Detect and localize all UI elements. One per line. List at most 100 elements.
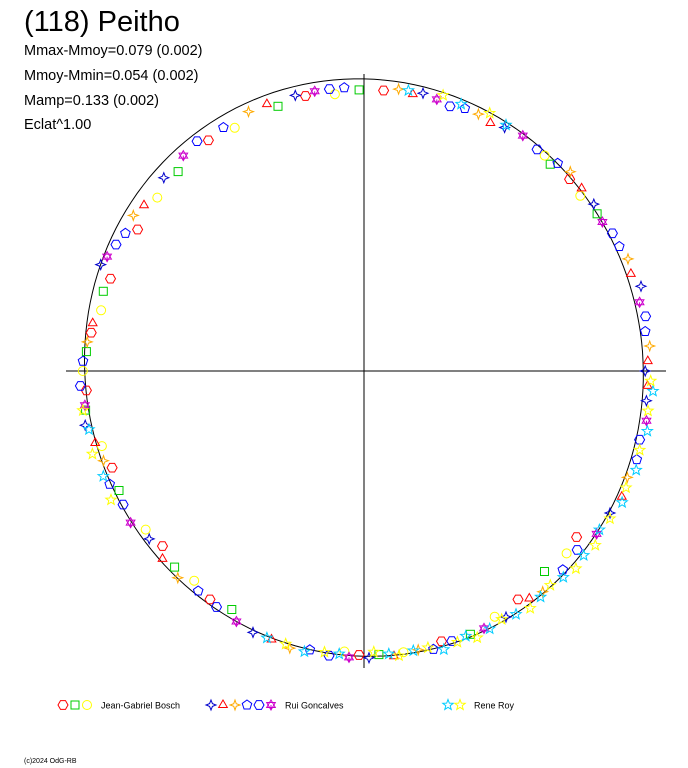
legend-marker-3 [453, 698, 467, 711]
data-point-series-3 [459, 629, 473, 642]
data-point-series-1 [202, 135, 214, 146]
data-point-series-1 [299, 91, 312, 101]
data-point-series-2 [246, 626, 260, 639]
legend-marker-1 [82, 700, 92, 710]
data-point-series-3 [592, 522, 606, 536]
data-point-series-3 [629, 463, 643, 476]
data-point-series-2 [642, 355, 653, 365]
data-point-series-3 [495, 612, 509, 626]
data-point-series-3 [483, 106, 497, 119]
data-point-series-2 [87, 317, 98, 327]
data-point-series-1 [512, 594, 524, 605]
copyright-text: (c)2024 OdG-RB [24, 758, 77, 765]
data-point-series-2 [499, 610, 513, 624]
data-point-series-3 [509, 607, 523, 620]
data-point-series-3 [406, 643, 420, 657]
plot-axes [66, 74, 666, 668]
data-point-series-3 [619, 480, 633, 494]
data-point-series-1 [104, 273, 117, 284]
stat-mmax-mmoy: Mmax-Mmoy=0.079 (0.002) [24, 43, 203, 59]
legend-marker-2 [253, 700, 265, 710]
data-point-series-3 [382, 646, 396, 660]
data-point-series-2 [411, 643, 425, 657]
data-point-series-2 [120, 227, 131, 238]
data-point-series-2 [634, 279, 648, 293]
data-point-series-1 [329, 89, 340, 100]
data-point-series-2 [640, 311, 652, 322]
data-point-series-1 [81, 347, 91, 357]
data-point-series-2 [191, 136, 203, 147]
data-point-series-1 [98, 286, 108, 296]
data-point-series-1 [378, 85, 390, 96]
data-point-series-2 [323, 84, 335, 94]
data-point-series-1 [132, 224, 144, 235]
data-point-series-1 [353, 650, 365, 660]
data-point-series-2 [210, 602, 223, 612]
data-point-series-3 [297, 644, 311, 658]
data-point-series-1 [564, 174, 576, 185]
data-point-series-2 [178, 149, 189, 162]
data-point-series-1 [273, 101, 283, 111]
data-point-series-1 [398, 647, 409, 658]
data-point-series-3 [96, 469, 110, 482]
data-point-series-1 [592, 209, 602, 219]
data-point-series-2 [362, 651, 376, 665]
data-point-series-3 [367, 645, 381, 658]
data-point-series-2 [74, 381, 86, 391]
data-point-series-2 [638, 364, 652, 378]
data-point-series-1 [156, 541, 169, 551]
data-point-series-2 [101, 250, 113, 263]
data-point-series-1 [227, 605, 237, 614]
data-point-series-1 [96, 305, 107, 316]
legend-marker-1 [70, 700, 80, 710]
data-point-series-1 [85, 327, 97, 338]
data-point-series-3 [640, 424, 654, 437]
data-point-series-2 [620, 470, 634, 484]
data-point-series-2 [631, 453, 643, 465]
data-point-series-2 [428, 643, 439, 654]
data-point-series-3 [556, 570, 570, 583]
data-point-series-3 [279, 637, 293, 650]
data-point-series-1 [489, 611, 500, 622]
data-point-series-2 [138, 199, 150, 209]
data-point-series-3 [104, 492, 118, 506]
data-point-series-3 [633, 443, 647, 456]
data-point-series-2 [643, 339, 657, 353]
data-point-series-1 [96, 441, 107, 452]
data-point-series-3 [523, 601, 537, 614]
data-point-series-2 [642, 379, 653, 389]
data-point-series-2 [343, 651, 355, 664]
data-point-series-2 [531, 144, 543, 155]
data-point-series-1 [354, 85, 364, 95]
data-point-series-2 [309, 85, 320, 98]
data-point-series-3 [450, 635, 464, 648]
data-point-series-3 [332, 646, 346, 660]
data-point-series-3 [436, 88, 450, 101]
page-title: (118) Peitho [24, 6, 180, 38]
data-point-series-2 [110, 239, 122, 250]
data-point-series-3 [470, 630, 484, 644]
data-point-series-3 [577, 548, 591, 562]
data-point-series-2 [498, 121, 511, 134]
data-point-series-1 [77, 366, 88, 376]
data-point-series-2 [639, 325, 651, 337]
data-point-series-2 [104, 478, 116, 489]
data-point-series-2 [634, 296, 645, 309]
data-point-series-2 [471, 107, 485, 121]
data-point-series-2 [231, 615, 242, 628]
data-point-series-3 [499, 118, 513, 131]
data-point-series-2 [288, 89, 302, 102]
data-point-series-3 [569, 561, 583, 575]
legend-marker-2 [217, 698, 229, 708]
data-point-series-3 [76, 403, 90, 417]
legend-label-1: Jean-Gabriel Bosch [101, 701, 180, 711]
data-point-series-1 [140, 524, 151, 535]
data-point-series-2 [641, 414, 652, 427]
legend-label-3: Rene Roy [474, 701, 515, 711]
data-point-series-2 [218, 121, 229, 133]
data-point-series-2 [485, 116, 496, 126]
data-point-series-1 [106, 462, 118, 473]
data-point-series-1 [561, 548, 572, 559]
data-point-series-1 [170, 562, 180, 572]
